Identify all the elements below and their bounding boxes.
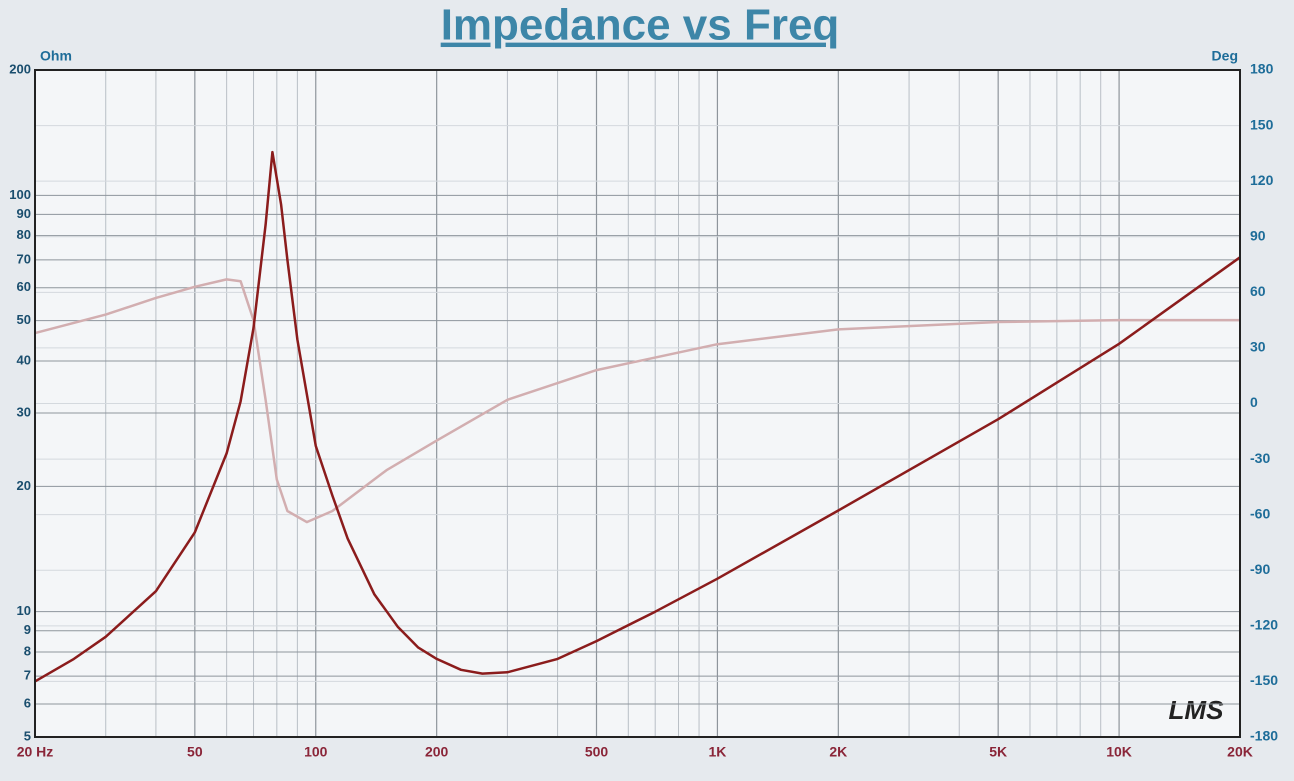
- y-tick-label: 70: [17, 251, 31, 266]
- chart-title: Impedance vs Freq: [441, 1, 840, 50]
- y-tick-label: 5: [24, 728, 31, 743]
- x-tick-label: 1K: [708, 744, 726, 760]
- y-tick-label: 6: [24, 695, 31, 710]
- x-tick-label: 2K: [829, 744, 847, 760]
- y2-tick-label: -60: [1250, 505, 1270, 521]
- y2-tick-label: 150: [1250, 116, 1274, 132]
- y2-tick-label: 90: [1250, 227, 1266, 243]
- series-line: [34, 278, 1240, 524]
- y-tick-label: 60: [17, 279, 31, 294]
- x-tick-label: 5K: [989, 744, 1007, 760]
- y-tick-label: 8: [24, 643, 31, 658]
- y-tick-label: 80: [17, 227, 31, 242]
- y-axis-label: Ohm: [40, 48, 72, 64]
- marks: [34, 150, 1241, 683]
- y2-tick-label: -120: [1250, 617, 1278, 633]
- series-line: [34, 150, 1241, 683]
- x-tick-label: 500: [585, 744, 609, 760]
- x-tick-label: 10K: [1106, 744, 1132, 760]
- x-tick-label: 50: [187, 744, 203, 760]
- x-tick-label: 20 Hz: [17, 744, 54, 760]
- y-tick-label: 90: [17, 206, 31, 221]
- y2-tick-label: 60: [1250, 283, 1266, 299]
- plot-frame: [34, 69, 1241, 738]
- y-tick-label: 7: [24, 668, 31, 683]
- y-tick-label: 9: [24, 622, 31, 637]
- y2-tick-label: -90: [1250, 561, 1270, 577]
- y-tick-label: 100: [9, 187, 31, 202]
- y-tick-label: 200: [9, 61, 31, 76]
- x-tick-label: 20K: [1227, 744, 1253, 760]
- y-tick-label: 10: [17, 603, 31, 618]
- y2-tick-label: -150: [1250, 672, 1278, 688]
- y-tick-label: 30: [17, 404, 31, 419]
- y2-tick-label: 120: [1250, 172, 1274, 188]
- y2-tick-label: 180: [1250, 61, 1274, 77]
- y2-tick-label: 0: [1250, 394, 1258, 410]
- y2-tick-label: 30: [1250, 339, 1266, 355]
- y2-tick-label: -180: [1250, 728, 1278, 744]
- y2-axis-label: Deg: [1212, 48, 1238, 64]
- y-tick-label: 40: [17, 352, 31, 367]
- y-tick-label: 50: [17, 312, 31, 327]
- x-tick-label: 200: [425, 744, 449, 760]
- y-tick-label: 20: [17, 478, 31, 493]
- y2-tick-label: -30: [1250, 450, 1270, 466]
- x-tick-label: 100: [304, 744, 328, 760]
- watermark: LMS: [1169, 695, 1225, 725]
